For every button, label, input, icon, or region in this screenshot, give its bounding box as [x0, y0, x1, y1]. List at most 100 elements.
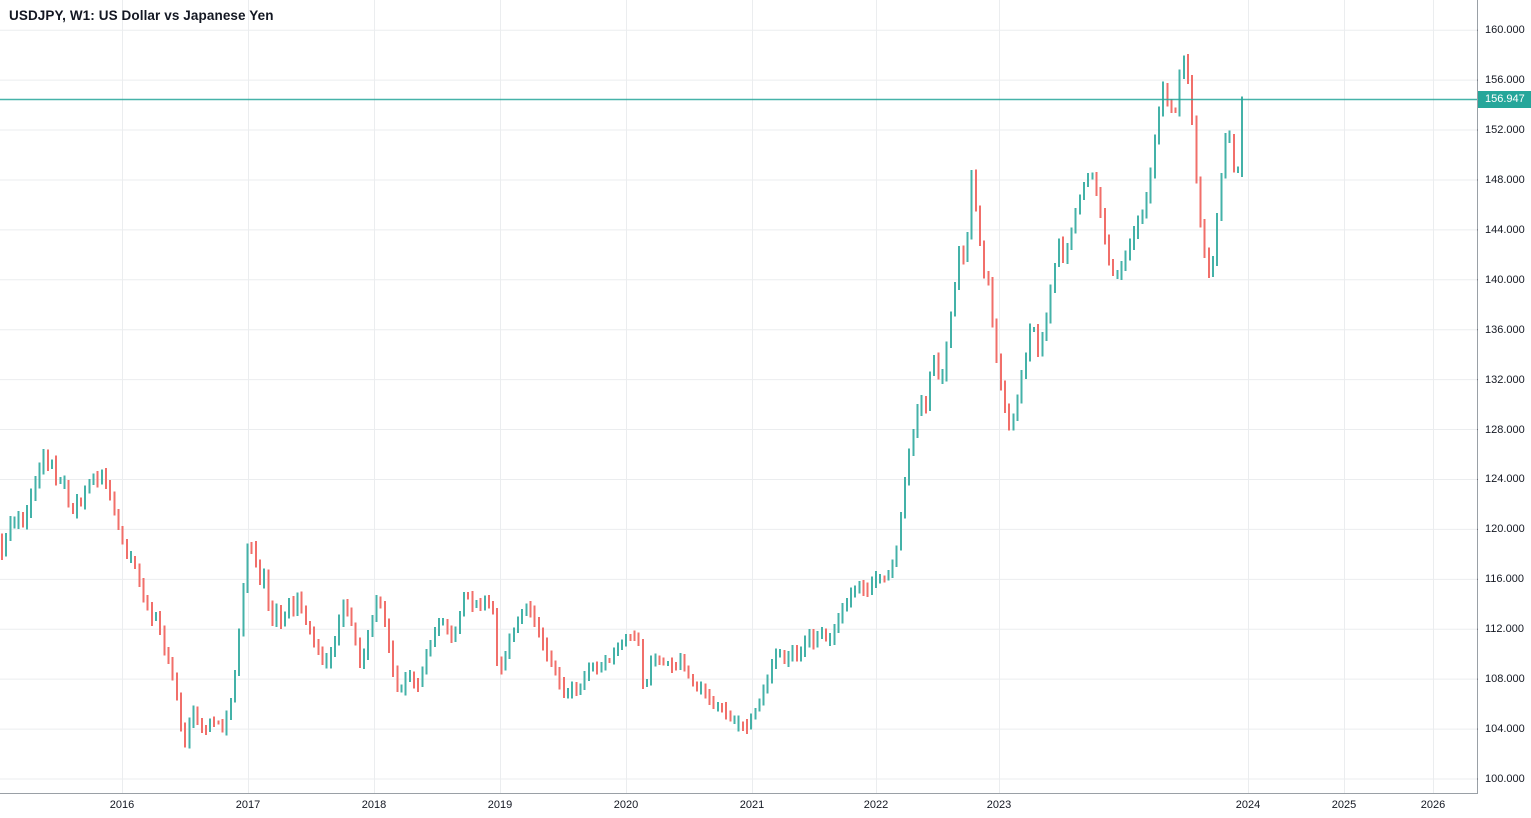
time-tick-label: 2021 — [739, 799, 765, 811]
candle — [504, 651, 507, 671]
candle — [487, 595, 490, 609]
candle — [1008, 403, 1011, 431]
candle — [80, 497, 83, 507]
candle — [791, 645, 794, 662]
price-tick-label: 120.000 — [1485, 523, 1525, 536]
candle — [633, 630, 636, 641]
time-tick-label: 2018 — [361, 799, 387, 811]
candle — [1157, 106, 1160, 145]
candle — [999, 353, 1002, 391]
candle — [858, 580, 861, 594]
candle — [1178, 69, 1181, 117]
price-tick-label: 104.000 — [1485, 723, 1525, 736]
candle — [417, 678, 420, 692]
candle — [754, 707, 757, 720]
candle — [159, 610, 162, 636]
candle — [1, 533, 3, 560]
candle — [600, 661, 603, 673]
candle — [1195, 115, 1198, 184]
candle — [854, 585, 857, 598]
candle — [1107, 234, 1110, 266]
candle — [1024, 352, 1027, 380]
candle — [38, 462, 41, 489]
candle — [229, 697, 232, 720]
candle — [924, 396, 927, 414]
price-tick-label: 112.000 — [1485, 623, 1524, 636]
candle — [937, 352, 940, 380]
price-axis[interactable]: 160.000 156.000 152.000 148.000 144.000 140.0… — [1478, 0, 1531, 794]
candle — [1103, 208, 1106, 245]
candle — [966, 232, 969, 262]
candle — [958, 245, 961, 290]
candle — [521, 608, 524, 624]
candle — [750, 713, 753, 730]
candle — [25, 504, 28, 530]
candle — [142, 578, 145, 603]
candle — [113, 491, 116, 516]
price-tick-label: 100.000 — [1485, 773, 1525, 785]
candle — [1220, 172, 1223, 222]
candle — [279, 604, 282, 630]
candle — [404, 671, 407, 696]
candle — [292, 596, 295, 617]
candle — [658, 655, 661, 666]
candle — [350, 607, 353, 627]
candle — [163, 625, 166, 656]
candle — [259, 559, 262, 585]
candle — [517, 616, 520, 633]
candle — [450, 625, 453, 643]
candle — [1066, 243, 1069, 264]
candle — [716, 701, 719, 712]
candle — [933, 354, 936, 376]
candle — [109, 480, 112, 501]
candle — [1003, 380, 1006, 414]
candle — [217, 720, 220, 725]
candle — [84, 485, 87, 510]
candle — [741, 721, 744, 732]
candle — [1241, 96, 1244, 177]
time-tick-label: 2026 — [1420, 799, 1446, 811]
candle — [916, 403, 919, 438]
candle — [583, 670, 586, 690]
candle — [804, 635, 807, 658]
candle — [571, 681, 574, 699]
price-tick-label: 160.000 — [1485, 24, 1525, 37]
candle — [1116, 269, 1119, 280]
candle — [371, 614, 374, 638]
time-axis[interactable]: 2016 2017 2018 2019 2020 2021 2022 2023 2024 2025… — [0, 794, 1531, 818]
candle — [733, 715, 736, 724]
candle — [234, 669, 237, 703]
candle — [1141, 209, 1144, 224]
candle — [125, 539, 128, 560]
candle — [829, 633, 832, 646]
candle — [679, 652, 682, 671]
candle — [612, 647, 615, 665]
candle — [1049, 284, 1052, 324]
candle — [63, 475, 66, 489]
candle — [720, 703, 723, 713]
candle — [30, 488, 33, 519]
candle — [695, 681, 698, 692]
candle — [92, 473, 95, 485]
candle — [970, 169, 973, 240]
candle — [338, 614, 341, 646]
candle — [604, 654, 607, 671]
candle — [1182, 55, 1185, 79]
candle — [300, 591, 303, 614]
candle — [758, 698, 761, 712]
candle — [591, 662, 594, 672]
candle — [184, 722, 187, 748]
candle — [1016, 394, 1019, 422]
time-tick-label: 2017 — [235, 799, 261, 811]
candle — [354, 622, 357, 646]
candle — [221, 718, 224, 733]
candle — [150, 601, 153, 626]
price-tick-label: 132.000 — [1485, 373, 1525, 386]
candle — [1228, 130, 1231, 144]
candle — [646, 678, 649, 687]
candle — [458, 611, 461, 635]
candle — [204, 725, 207, 735]
candle — [704, 683, 707, 699]
